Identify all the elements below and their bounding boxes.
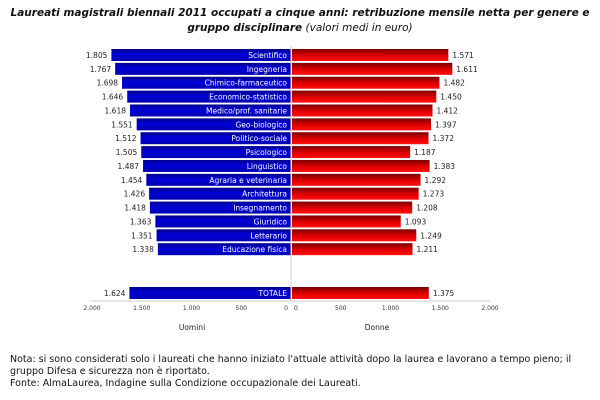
bar-uomini-4 [130,104,291,117]
bar-donne-13 [292,229,417,242]
bar-donne-2 [292,76,440,89]
category-label: Geo-biologico [235,120,287,129]
category-label: Giuridico [254,217,288,226]
value-label-donne: 1.372 [433,134,455,143]
bar-donne-6 [292,132,429,145]
bar-uomini-0 [111,49,291,61]
value-label-donne: 1.482 [443,79,465,88]
tick-label-left: 2.000 [83,305,100,312]
tick-label-left: 0 [284,305,288,312]
value-label-donne: 1.412 [436,106,458,115]
category-label: Scientifico [248,51,287,60]
value-label-uomini: 1.454 [121,176,143,185]
value-label-uomini: 1.426 [124,190,146,199]
category-label: Politico-sociale [231,134,287,143]
bar-donne-3 [292,90,437,103]
bar-donne-14 [292,243,413,256]
value-label-uomini: 1.618 [105,106,127,115]
bar-donne-8 [292,159,430,172]
tick-label-right: 500 [335,305,347,312]
bar-donne-0 [292,49,449,61]
note-text: Nota: si sono considerati solo i laureat… [10,354,572,377]
bar-uomini-10 [149,187,291,200]
axis-label-donne: Donne [365,323,390,332]
bar-uomini-7 [141,146,291,159]
value-label-uomini: 1.624 [104,289,126,298]
value-label-donne: 1.249 [420,231,442,240]
bar-donne-11 [292,201,413,214]
value-label-donne: 1.208 [416,204,438,213]
category-label: Medico/prof. sanitarie [206,106,287,115]
value-label-uomini: 1.351 [131,231,153,240]
value-label-donne: 1.093 [405,217,427,226]
bar-donne-10 [292,187,419,200]
value-label-uomini: 1.338 [132,245,154,254]
bar-uomini-2 [122,76,291,89]
category-label: Linguistico [247,162,288,171]
tick-label-left: 500 [236,305,248,312]
value-label-uomini: 1.551 [111,120,133,129]
value-label-donne: 1.571 [452,51,474,60]
category-label: Insegnamento [233,204,287,213]
title-main: Laureati magistrali biennali 2011 occupa… [10,7,590,34]
value-label-donne: 1.273 [423,190,445,199]
bar-uomini-1 [115,62,291,75]
tick-label-right: 1.500 [432,305,449,312]
value-label-donne: 1.211 [416,245,438,254]
category-label: Ingegneria [247,65,287,74]
chart-title: Laureati magistrali biennali 2011 occupa… [0,6,600,36]
tick-label-right: 1.000 [382,305,399,312]
category-label: Letterario [250,231,287,240]
value-label-donne: 1.450 [440,93,462,102]
bar-donne-totale [292,287,429,299]
tick-label-right: 2.000 [481,305,498,312]
bar-uomini-6 [140,132,291,145]
title-sub: (valori medi in euro) [305,22,413,34]
value-label-uomini: 1.805 [86,51,108,60]
value-label-donne: 1.383 [434,162,456,171]
bar-uomini-5 [136,118,291,131]
value-label-uomini: 1.418 [124,204,146,213]
tick-label-left: 1.500 [133,305,150,312]
bar-donne-1 [292,62,453,75]
bar-donne-4 [292,104,433,117]
value-label-donne: 1.611 [456,65,478,74]
category-label: Agraria e veterinaria [209,176,287,185]
bar-uomini-14 [157,243,291,256]
tick-label-left: 1.000 [183,305,200,312]
bar-uomini-12 [155,215,291,228]
bar-donne-5 [292,118,432,131]
category-label: Educazione fisica [222,245,287,254]
value-label-uomini: 1.698 [97,79,119,88]
category-label: Architettura [242,190,287,199]
butterfly-chart: Scientifico 1.805 1.571 Ingegneria 1.767 1.61… [83,46,499,332]
bar-donne-12 [292,215,401,228]
value-label-donne: 1.375 [433,289,455,298]
value-label-uomini: 1.646 [102,93,124,102]
bar-uomini-3 [127,90,292,103]
bar-uomini-13 [156,229,291,242]
value-label-uomini: 1.487 [118,162,140,171]
bar-donne-9 [292,173,421,186]
bar-uomini-11 [149,201,291,214]
value-label-donne: 1.292 [425,176,447,185]
value-label-uomini: 1.363 [130,217,152,226]
category-label: Psicologico [246,148,288,157]
value-label-uomini: 1.767 [90,65,112,74]
value-label-uomini: 1.512 [115,134,137,143]
category-label: Chimico-farmaceutico [205,79,288,88]
bar-uomini-totale [129,287,291,299]
bar-uomini-8 [143,159,291,172]
bar-donne-7 [292,146,411,159]
source-text: Fonte: AlmaLaurea, Indagine sulla Condiz… [10,378,361,389]
value-label-donne: 1.187 [414,148,436,157]
category-label: TOTALE [257,289,287,298]
bar-uomini-9 [146,173,291,186]
axis-label-uomini: Uomini [179,323,205,332]
tick-label-right: 0 [294,305,298,312]
notes: Nota: si sono considerati solo i laureat… [10,354,595,390]
category-label: Economico-statistico [209,93,287,102]
value-label-uomini: 1.505 [116,148,138,157]
value-label-donne: 1.397 [435,120,457,129]
